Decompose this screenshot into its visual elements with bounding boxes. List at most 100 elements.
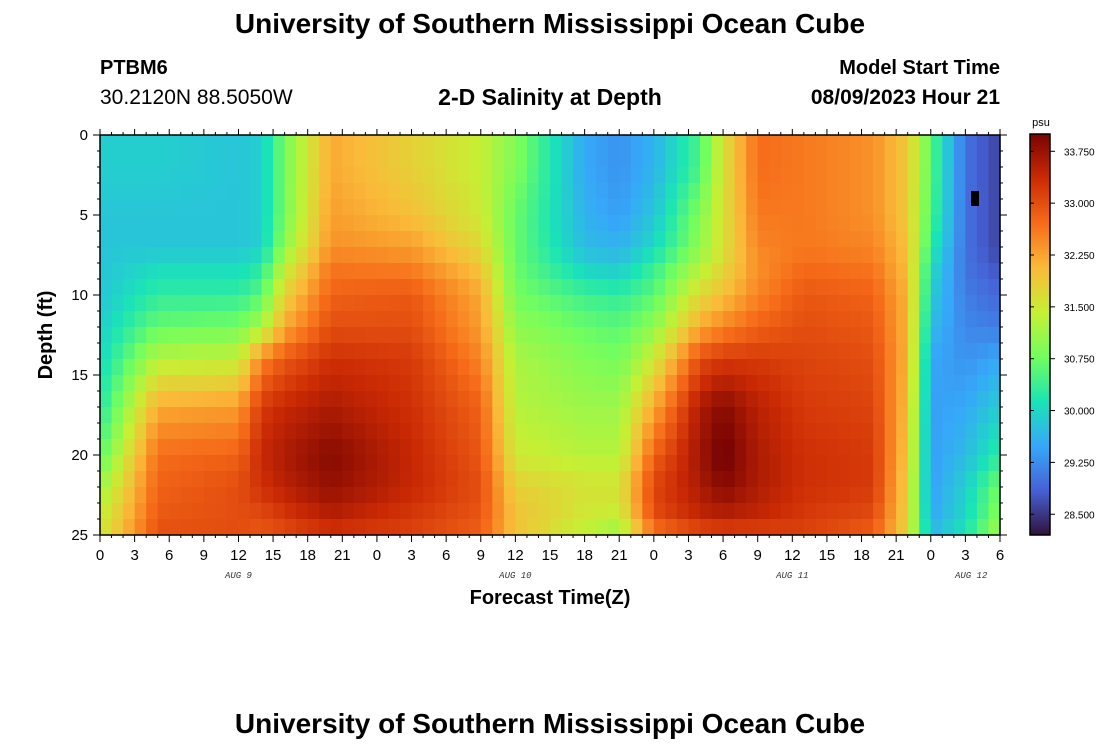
heatmap-cell xyxy=(734,343,747,360)
heatmap-cell xyxy=(861,407,874,424)
heatmap-cell xyxy=(665,247,678,264)
heatmap-cell xyxy=(446,503,459,520)
heatmap-cell xyxy=(469,231,482,248)
heatmap-cell xyxy=(480,503,493,520)
heatmap-cell xyxy=(550,183,563,200)
heatmap-cell xyxy=(273,167,286,184)
heatmap-cell xyxy=(976,519,990,536)
heatmap-cell xyxy=(480,487,493,504)
heatmap-cell xyxy=(503,455,516,472)
heatmap-cell xyxy=(653,263,666,280)
heatmap-cell xyxy=(780,519,793,536)
heatmap-cell xyxy=(769,391,782,408)
heatmap-cell xyxy=(676,519,690,536)
heatmap-cell xyxy=(457,423,470,440)
heatmap-cell xyxy=(746,167,759,184)
heatmap-cell xyxy=(111,423,124,440)
heatmap-cell xyxy=(434,423,447,440)
heatmap-cell xyxy=(619,295,632,312)
heatmap-cell xyxy=(319,295,332,312)
heatmap-cell xyxy=(250,295,263,312)
heatmap-cell xyxy=(226,263,240,280)
heatmap-cell xyxy=(838,407,851,424)
heatmap-cell xyxy=(884,135,897,152)
heatmap-cell xyxy=(146,183,159,200)
x-tick-label: 3 xyxy=(961,547,969,564)
heatmap-cell xyxy=(965,263,978,280)
x-tick-label: 18 xyxy=(853,547,870,564)
heatmap-cell xyxy=(469,503,482,520)
x-tick-label: 6 xyxy=(442,547,450,564)
heatmap-cell xyxy=(342,279,355,296)
heatmap-cell xyxy=(469,135,482,152)
heatmap-cell xyxy=(411,135,424,152)
heatmap-cell xyxy=(100,455,113,472)
heatmap-cell xyxy=(607,519,620,536)
heatmap-cell xyxy=(400,375,413,392)
heatmap-cell xyxy=(642,279,655,296)
heatmap-cell xyxy=(942,503,955,520)
heatmap-cell xyxy=(203,519,216,536)
heatmap-cell xyxy=(815,439,828,456)
heatmap-cell xyxy=(169,471,182,488)
heatmap-cell xyxy=(307,247,320,264)
heatmap-cell xyxy=(226,471,240,488)
heatmap-cell xyxy=(400,359,413,376)
heatmap-cell xyxy=(815,199,828,216)
heatmap-cell xyxy=(723,359,736,376)
heatmap-cell xyxy=(584,231,597,248)
heatmap-cell xyxy=(746,503,759,520)
heatmap-cell xyxy=(550,279,563,296)
heatmap-cell xyxy=(215,471,228,488)
heatmap-cell xyxy=(850,343,863,360)
heatmap-cell xyxy=(400,311,413,328)
heatmap-cell xyxy=(573,439,586,456)
heatmap-cell xyxy=(146,343,159,360)
heatmap-cell xyxy=(134,167,147,184)
heatmap-cell xyxy=(896,199,909,216)
x-tick-label: 3 xyxy=(407,547,415,564)
page-title: University of Southern Mississippi Ocean… xyxy=(234,8,866,39)
heatmap-cell xyxy=(423,439,436,456)
heatmap-cell xyxy=(157,263,170,280)
heatmap-cell xyxy=(873,327,886,344)
heatmap-cell xyxy=(273,199,286,216)
heatmap-cell xyxy=(400,199,413,216)
heatmap-cell xyxy=(838,135,851,152)
heatmap-cell xyxy=(630,263,643,280)
heatmap-cell xyxy=(665,391,678,408)
heatmap-cell xyxy=(457,231,470,248)
heatmap-cell xyxy=(157,215,170,232)
heatmap-cell xyxy=(965,327,978,344)
heatmap-cell xyxy=(376,375,390,392)
heatmap-cell xyxy=(423,231,436,248)
heatmap-cell xyxy=(688,391,701,408)
heatmap-cell xyxy=(757,215,770,232)
heatmap-cell xyxy=(342,359,355,376)
heatmap-cell xyxy=(180,375,193,392)
heatmap-cell xyxy=(365,407,378,424)
heatmap-cell xyxy=(192,487,205,504)
heatmap-cell xyxy=(919,135,932,152)
heatmap-cell xyxy=(180,391,193,408)
heatmap-cell xyxy=(953,391,966,408)
heatmap-cell xyxy=(873,519,886,536)
heatmap-cell xyxy=(157,439,170,456)
heatmap-cell xyxy=(538,407,551,424)
heatmap-cell xyxy=(838,439,851,456)
heatmap-cell xyxy=(907,391,920,408)
heatmap-cell xyxy=(215,247,228,264)
heatmap-cell xyxy=(157,199,170,216)
heatmap-cell xyxy=(296,359,309,376)
heatmap-cell xyxy=(284,215,297,232)
heatmap-cell xyxy=(861,391,874,408)
heatmap-cell xyxy=(884,455,897,472)
heatmap-cell xyxy=(826,439,840,456)
heatmap-cell xyxy=(134,247,147,264)
heatmap-cell xyxy=(723,391,736,408)
heatmap-cell xyxy=(400,215,413,232)
heatmap-cell xyxy=(550,247,563,264)
heatmap-cell xyxy=(203,247,216,264)
heatmap-cell xyxy=(434,135,447,152)
heatmap-cell xyxy=(965,455,978,472)
